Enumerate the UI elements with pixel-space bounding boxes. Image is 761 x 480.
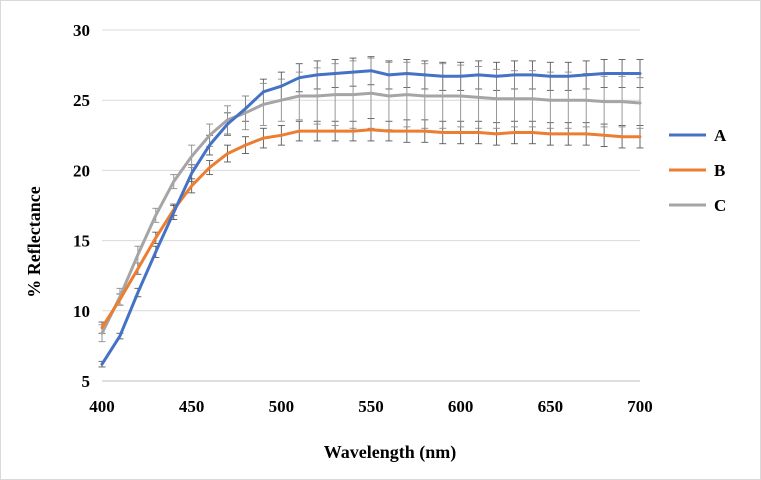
y-tick-label: 15 xyxy=(73,232,90,251)
y-tick-label: 25 xyxy=(73,91,90,110)
y-tick-label: 20 xyxy=(73,161,90,180)
series-layer xyxy=(100,69,642,366)
x-tick-label: 400 xyxy=(89,397,115,416)
y-axis-title: % Reflectance xyxy=(24,186,44,297)
y-tick-label: 10 xyxy=(73,302,90,321)
legend: ABC xyxy=(669,126,727,215)
y-tick-label: 5 xyxy=(82,372,91,391)
x-tick-label: 650 xyxy=(538,397,564,416)
tick-label-layer: 5 10 15 20 25 30 400 450 500 550 600 650 700 xyxy=(73,21,653,416)
x-axis-title: Wavelength (nm) xyxy=(324,442,457,463)
legend-label-a: A xyxy=(714,126,727,145)
y-tick-label: 30 xyxy=(73,21,90,40)
x-tick-label: 450 xyxy=(179,397,205,416)
x-tick-label: 600 xyxy=(448,397,474,416)
series-line-a xyxy=(100,69,642,366)
legend-label-b: B xyxy=(714,161,725,180)
series-line-c xyxy=(100,91,642,335)
series-line-b xyxy=(100,128,642,330)
x-tick-label: 700 xyxy=(627,397,653,416)
x-tick-label: 500 xyxy=(269,397,295,416)
legend-label-c: C xyxy=(714,196,726,215)
x-tick-label: 550 xyxy=(358,397,384,416)
